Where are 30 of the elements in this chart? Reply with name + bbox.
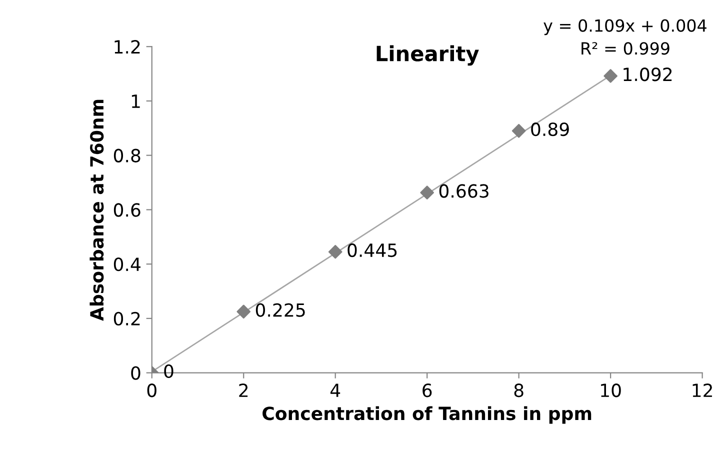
data-label: 0.225 bbox=[256, 303, 305, 317]
y-axis-title: Absorbance at 760nm bbox=[90, 100, 104, 321]
y-tick-label: 0 bbox=[131, 366, 140, 380]
y-tick-label: 0.4 bbox=[114, 258, 140, 272]
data-label: 0 bbox=[164, 364, 174, 378]
data-label: 0.445 bbox=[348, 243, 397, 258]
point bbox=[420, 186, 434, 200]
y-tick-label: 1.2 bbox=[114, 40, 140, 54]
x-tick-label: 12 bbox=[692, 384, 712, 397]
data-label: 1.092 bbox=[624, 68, 672, 82]
point bbox=[328, 244, 342, 259]
y-tick-label: 0.2 bbox=[114, 312, 140, 326]
x-tick-label: 8 bbox=[514, 384, 524, 398]
data-label: 0.663 bbox=[439, 184, 488, 198]
x-tick-label: 0 bbox=[147, 384, 156, 398]
x-tick-label: 6 bbox=[422, 384, 432, 398]
annotation: R² = 0.999 bbox=[582, 42, 670, 55]
chart-title: Linearity bbox=[376, 45, 479, 66]
point bbox=[236, 304, 251, 319]
data-label: 0.89 bbox=[531, 122, 569, 136]
y-tick-label: 1 bbox=[132, 94, 140, 108]
x-axis-title: Concentration of Tannins in ppm bbox=[262, 406, 592, 424]
x-tick-label: 4 bbox=[330, 384, 340, 397]
y-tick-label: 0.6 bbox=[114, 203, 140, 217]
y-tick-label: 0.8 bbox=[114, 148, 140, 162]
x-tick-label: 2 bbox=[239, 384, 248, 397]
point bbox=[604, 69, 618, 83]
point bbox=[512, 124, 526, 138]
x-tick-label: 10 bbox=[601, 384, 621, 398]
text: y = 0.109x + 0.004 bbox=[544, 19, 706, 36]
